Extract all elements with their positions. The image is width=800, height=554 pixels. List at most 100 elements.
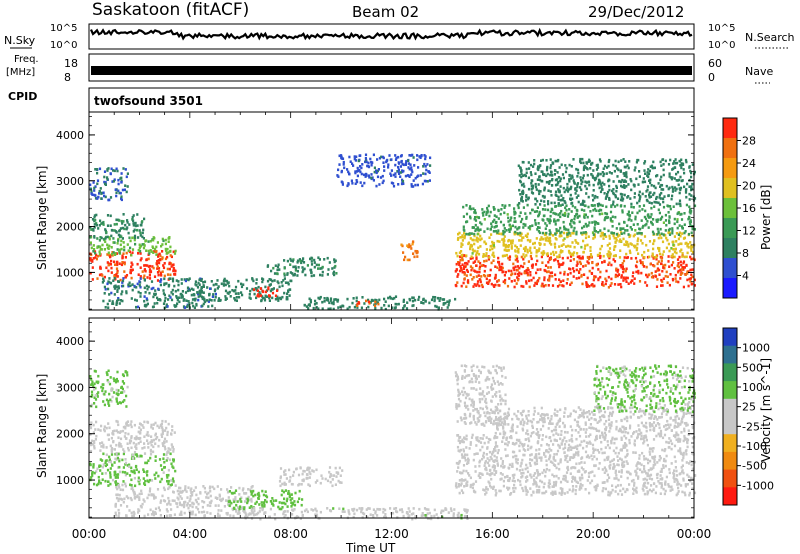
- heat-cell: [622, 460, 625, 464]
- heat-cell: [224, 298, 227, 301]
- heat-cell: [610, 231, 613, 234]
- heat-cell: [168, 458, 172, 462]
- heat-cell: [133, 238, 136, 242]
- heat-cell: [287, 289, 290, 292]
- heat-cell: [632, 487, 635, 491]
- heat-cell: [667, 242, 670, 246]
- heat-cell: [526, 235, 529, 238]
- heat-cell: [516, 268, 519, 272]
- heat-cell: [398, 172, 401, 175]
- heat-cell: [195, 500, 198, 504]
- heat-cell: [115, 194, 118, 198]
- heat-cell: [388, 154, 391, 157]
- heat-cell: [89, 449, 93, 453]
- heat-cell: [659, 218, 662, 221]
- heat-cell: [137, 430, 140, 434]
- heat-cell: [553, 201, 556, 205]
- heat-cell: [615, 477, 618, 480]
- heat-cell: [367, 174, 370, 177]
- heat-cell: [683, 223, 686, 226]
- heat-cell: [569, 223, 572, 226]
- heat-cell: [641, 253, 644, 257]
- heat-cell: [553, 218, 556, 221]
- heat-cell: [689, 220, 692, 224]
- heat-cell: [491, 253, 494, 257]
- heat-cell: [588, 158, 591, 162]
- heat-cell: [110, 291, 113, 295]
- nsky-trace: [89, 27, 693, 41]
- heat-cell: [261, 295, 264, 298]
- heat-cell: [384, 513, 387, 516]
- heat-cell: [501, 460, 504, 463]
- heat-cell: [599, 229, 602, 232]
- heat-cell: [511, 239, 514, 242]
- heat-cell: [579, 186, 582, 189]
- heat-cell: [689, 169, 692, 173]
- heat-cell: [579, 268, 582, 271]
- heat-cell: [120, 198, 123, 202]
- heat-cell: [152, 445, 155, 449]
- heat-cell: [314, 513, 317, 516]
- heat-cell: [240, 285, 244, 289]
- heat-cell: [321, 265, 324, 269]
- heat-cell: [271, 279, 274, 283]
- heat-cell: [161, 428, 164, 431]
- heat-cell: [312, 274, 316, 277]
- heat-cell: [517, 478, 520, 482]
- heat-cell: [572, 258, 575, 261]
- heat-cell: [261, 280, 264, 284]
- heat-cell: [514, 272, 517, 276]
- heat-cell: [690, 282, 693, 286]
- heat-cell: [268, 296, 271, 300]
- heat-cell: [138, 284, 141, 287]
- heat-cell: [176, 298, 179, 302]
- heat-cell: [350, 179, 353, 183]
- heat-cell: [580, 231, 583, 235]
- heat-cell: [607, 263, 610, 266]
- heat-cell: [621, 199, 624, 202]
- heat-cell: [467, 458, 470, 462]
- heat-cell: [262, 493, 265, 497]
- heat-cell: [527, 176, 530, 180]
- heat-cell: [185, 299, 188, 302]
- heat-cell: [460, 268, 463, 272]
- heat-cell: [465, 469, 468, 473]
- heat-cell: [117, 423, 120, 427]
- heat-cell: [667, 187, 670, 191]
- heat-cell: [530, 182, 533, 185]
- heat-cell: [589, 167, 592, 170]
- heat-cell: [648, 255, 651, 259]
- heat-cell: [249, 289, 252, 293]
- heat-cell: [251, 287, 254, 291]
- heat-cell: [463, 235, 466, 238]
- heat-cell: [502, 466, 505, 469]
- heat-cell: [547, 270, 550, 273]
- heat-cell: [102, 443, 105, 447]
- heat-cell: [492, 206, 495, 209]
- heat-cell: [543, 204, 546, 207]
- heat-cell: [639, 239, 643, 242]
- heat-cell: [187, 506, 190, 510]
- heat-cell: [663, 195, 666, 198]
- heat-cell: [632, 244, 636, 248]
- heat-cell: [291, 259, 294, 263]
- heat-cell: [545, 180, 548, 184]
- heat-cell: [615, 237, 618, 240]
- heat-cell: [531, 264, 534, 268]
- heat-cell: [592, 278, 595, 282]
- heat-cell: [379, 508, 382, 511]
- heat-cell: [560, 163, 563, 167]
- heat-cell: [110, 453, 114, 456]
- heat-cell: [626, 224, 629, 227]
- heat-cell: [658, 273, 661, 276]
- heat-cell: [117, 178, 120, 182]
- heat-cell: [556, 255, 559, 259]
- heat-cell: [112, 440, 115, 443]
- heat-cell: [455, 461, 458, 465]
- heat-cell: [121, 281, 124, 284]
- heat-cell: [110, 449, 113, 452]
- nave-tick-high: 60: [708, 57, 722, 70]
- heat-cell: [630, 202, 633, 206]
- heat-cell: [218, 299, 221, 302]
- heat-cell: [483, 240, 486, 244]
